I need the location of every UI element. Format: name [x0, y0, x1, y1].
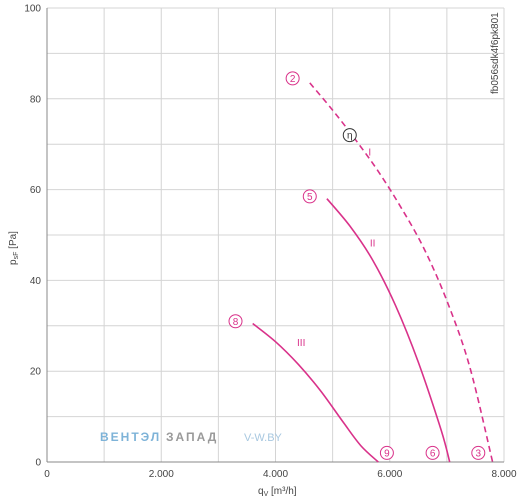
y-axis-label-sub: sF — [13, 252, 20, 260]
series-lines — [252, 82, 494, 463]
x-tick-labels: 0 2.000 4.000 6.000 8.000 — [44, 469, 517, 480]
x-axis-label-sub: V — [264, 491, 269, 498]
series-label-ii: II — [370, 238, 376, 249]
marker-label: 2 — [290, 74, 296, 85]
y-tick-label-2: 20 — [30, 367, 42, 378]
x-axis-label-main: q — [258, 486, 264, 497]
marker-circle — [425, 445, 440, 460]
marker-label: 6 — [430, 448, 436, 459]
marker-label: 8 — [233, 317, 239, 328]
marker-circle — [471, 445, 486, 460]
marker-label: 9 — [384, 448, 390, 459]
watermark-part3: V-W.BY — [244, 432, 283, 444]
grid — [47, 7, 505, 462]
y-axis-label: psF [Pa] — [8, 231, 20, 265]
marker-label: η — [347, 131, 353, 142]
y-tick-label-10: 100 — [24, 4, 41, 15]
series-label-i: I — [368, 148, 371, 159]
marker-circle — [285, 71, 300, 86]
y-axis-label-unit: [Pa] — [8, 231, 19, 252]
watermark-part1: ВЕНТЭЛ — [100, 430, 161, 444]
x-tick-label-6: 6.000 — [377, 469, 402, 480]
drawing-code-label: fb056sdk4f6pk801 — [490, 12, 501, 94]
watermark: ВЕНТЭЛ ЗАПАД V-W.BY — [100, 430, 283, 444]
marker-circle — [228, 314, 243, 329]
axes — [46, 8, 504, 463]
marker-9: 9 — [379, 445, 394, 460]
series-line-iii — [252, 322, 379, 463]
series-line-i — [309, 82, 494, 463]
marker-label: 5 — [307, 192, 313, 203]
y-tick-label-4: 40 — [30, 276, 42, 287]
y-tick-labels: 0 20 40 60 80 100 — [24, 4, 41, 469]
marker-6: 6 — [425, 445, 440, 460]
marker-3: 3 — [471, 445, 486, 460]
marker-circle — [342, 128, 357, 143]
x-axis-label: qV [m³/h] — [258, 486, 297, 498]
x-tick-label-2: 2.000 — [149, 469, 174, 480]
marker-circle — [379, 445, 394, 460]
watermark-part2: ЗАПАД — [166, 430, 218, 444]
x-axis-label-unit: [m³/h] — [268, 486, 297, 497]
marker-eta: η — [342, 128, 357, 143]
y-tick-label-0: 0 — [35, 458, 41, 469]
y-tick-label-6: 60 — [30, 185, 42, 196]
x-tick-label-0: 0 — [44, 469, 50, 480]
series-line-ii — [326, 198, 451, 463]
marker-2: 2 — [285, 71, 300, 86]
y-tick-label-8: 80 — [30, 94, 42, 105]
x-tick-label-4: 4.000 — [263, 469, 288, 480]
operating-point-markers: 2 η 5 8 9 6 3 — [228, 71, 486, 460]
y-axis-label-main: p — [8, 259, 19, 265]
marker-circle — [302, 189, 317, 204]
marker-label: 3 — [476, 448, 482, 459]
series-label-iii: III — [297, 338, 305, 349]
marker-5: 5 — [302, 189, 317, 204]
marker-8: 8 — [228, 314, 243, 329]
x-tick-label-8: 8.000 — [491, 469, 516, 480]
